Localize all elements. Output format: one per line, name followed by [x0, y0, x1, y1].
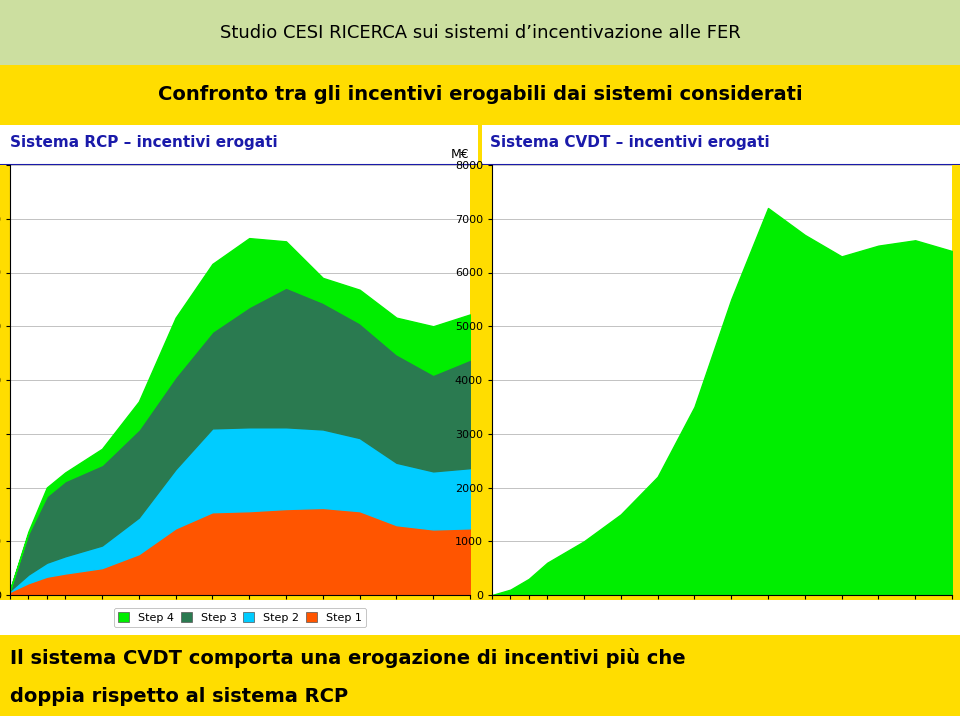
Text: Sistema RCP – incentivi erogati: Sistema RCP – incentivi erogati: [10, 135, 277, 150]
Text: doppia rispetto al sistema RCP: doppia rispetto al sistema RCP: [10, 687, 348, 706]
Text: Studio CESI RICERCA sui sistemi d’incentivazione alle FER: Studio CESI RICERCA sui sistemi d’incent…: [220, 24, 740, 42]
Legend: Step 4, Step 3, Step 2, Step 1: Step 4, Step 3, Step 2, Step 1: [113, 608, 367, 627]
Text: Sistema CVDT – incentivi erogati: Sistema CVDT – incentivi erogati: [490, 135, 769, 150]
Text: Il sistema CVDT comporta una erogazione di incentivi più che: Il sistema CVDT comporta una erogazione …: [10, 647, 685, 667]
Text: M€: M€: [450, 147, 469, 160]
Text: Confronto tra gli incentivi erogabili dai sistemi considerati: Confronto tra gli incentivi erogabili da…: [157, 85, 803, 105]
